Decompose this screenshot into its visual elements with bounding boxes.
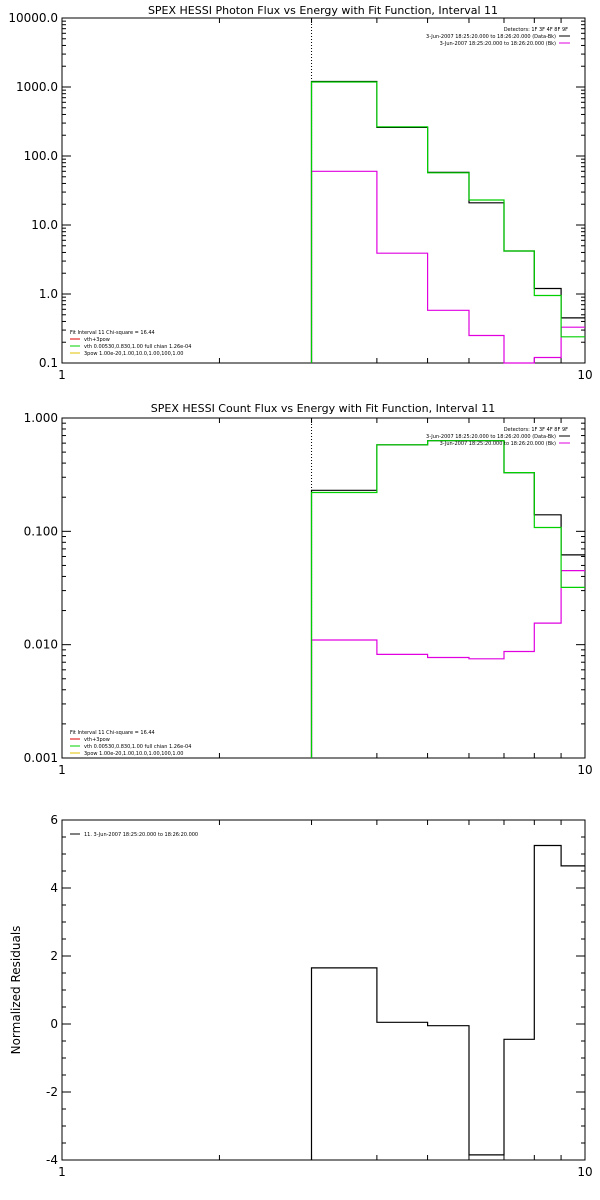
ytick-label: 0.001	[24, 751, 58, 765]
ytick-label: 6	[50, 813, 58, 827]
panel1-legend-bk: 3-Jun-2007 18:25:20.000 to 18:26:20.000 …	[440, 41, 556, 47]
ytick-label: 0.100	[24, 524, 58, 538]
ytick-label: 0	[50, 1017, 58, 1031]
panel3-legend: 11. 3-Jun-2007 18:25:20.000 to 18:26:20.…	[70, 832, 198, 838]
panel1-title: SPEX HESSI Photon Flux vs Energy with Fi…	[148, 4, 498, 17]
series-line	[310, 170, 585, 364]
panel3-legend-label: 11. 3-Jun-2007 18:25:20.000 to 18:26:20.…	[84, 832, 198, 838]
panel2-title: SPEX HESSI Count Flux vs Energy with Fit…	[151, 402, 495, 415]
ytick-label: -4	[46, 1153, 58, 1167]
series-line	[310, 570, 585, 758]
panel2-fit-interval: Fit Interval 11 Chi-square = 16.44	[70, 730, 155, 736]
series-line	[310, 440, 585, 758]
panel2-legend-bk: 3-Jun-2007 18:25:20.000 to 18:26:20.000 …	[440, 441, 556, 447]
xtick-label: 10	[577, 1165, 592, 1179]
ytick-label: 1.0	[39, 287, 58, 301]
panel1-fit-interval: Fit Interval 11 Chi-square = 16.44	[70, 330, 155, 336]
xtick-label: 1	[58, 368, 66, 382]
panel1-legend-left: Fit Interval 11 Chi-square = 16.44 vth+3…	[70, 330, 191, 357]
series-line	[310, 81, 585, 363]
xtick-label: 10	[577, 763, 592, 777]
panel1-fit-vth: vth 0.00530,0.830,1.00 full chian 1.26e-…	[84, 344, 191, 350]
panel3-frame	[61, 819, 586, 1161]
panel2-fit-3pow: 3pow 1.00e-20,1.00,10.0,1.00,100,1.00	[84, 751, 184, 757]
xtick-label: 1	[58, 763, 66, 777]
panel2-legend-data: 3-Jun-2007 18:25:20.000 to 18:26:20.000 …	[426, 434, 556, 440]
ytick-label: 0.1	[39, 356, 58, 370]
panel2-fit-model: vth+3pow	[84, 737, 110, 743]
ytick-label: 4	[50, 881, 58, 895]
xtick-label: 1	[58, 1165, 66, 1179]
series-line	[310, 844, 585, 1160]
ytick-label: 1.000	[24, 411, 58, 425]
panel1-detectors: Detectors: 1F 3F 4F 8F 9F	[504, 27, 568, 33]
ytick-label: 10000.0	[8, 11, 58, 25]
panel1-frame	[61, 17, 586, 364]
panel2-fit-vth: vth 0.00530,0.830,1.00 full chian 1.26e-…	[84, 744, 191, 750]
ytick-label: 1000.0	[16, 80, 58, 94]
panel1-legend-right: Detectors: 1F 3F 4F 8F 9F 3-Jun-2007 18:…	[426, 27, 570, 47]
ytick-label: 100.0	[24, 149, 58, 163]
panel1-legend-data: 3-Jun-2007 18:25:20.000 to 18:26:20.000 …	[426, 34, 556, 40]
panel2-legend-left: Fit Interval 11 Chi-square = 16.44 vth+3…	[70, 730, 191, 757]
ytick-label: 2	[50, 949, 58, 963]
ytick-label: 10.0	[31, 218, 58, 232]
panel1-fit-model: vth+3pow	[84, 337, 110, 343]
panel3-ylabel: Normalized Residuals	[9, 926, 23, 1055]
ytick-label: 0.010	[24, 638, 58, 652]
panel2-legend-right: Detectors: 1F 3F 4F 8F 9F 3-Jun-2007 18:…	[426, 427, 570, 447]
xtick-label: 10	[577, 368, 592, 382]
panel2-detectors: Detectors: 1F 3F 4F 8F 9F	[504, 427, 568, 433]
panel1-fit-3pow: 3pow 1.00e-20,1.00,10.0,1.00,100,1.00	[84, 351, 184, 357]
ytick-label: -2	[46, 1085, 58, 1099]
